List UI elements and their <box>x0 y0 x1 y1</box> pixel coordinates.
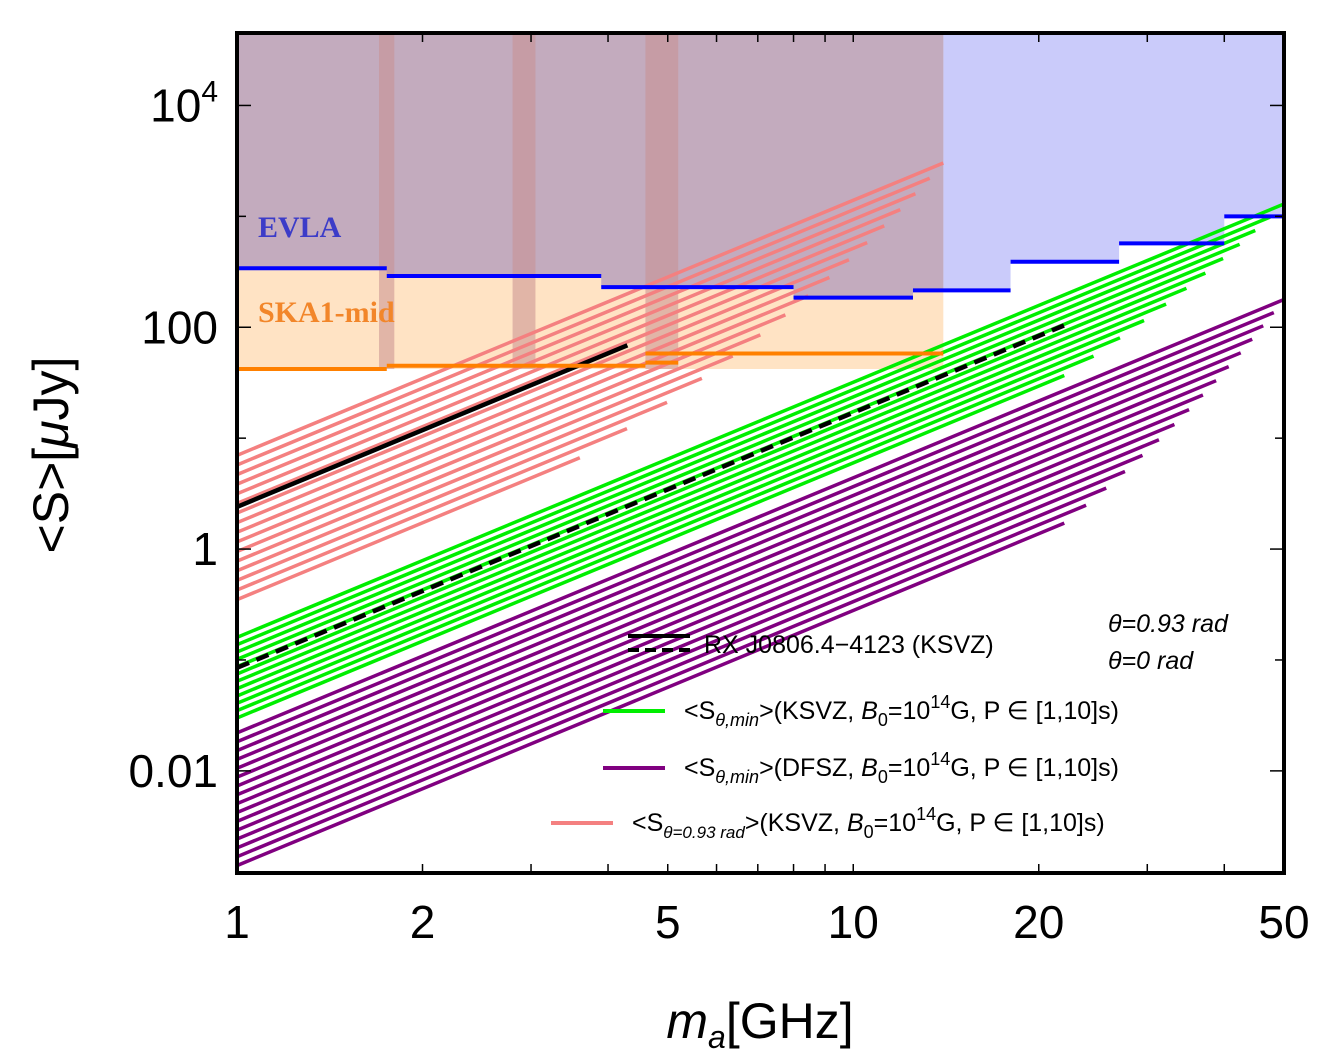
dfsz-min-line-14 <box>237 310 1275 744</box>
dfsz-min-line-2 <box>237 486 1107 850</box>
ksvz-theta093-line-1 <box>237 426 628 592</box>
ksvz-min-line-1 <box>237 354 1095 713</box>
ksvz-theta093-line-4 <box>237 354 734 563</box>
ksvz-min-line-4 <box>237 302 1167 691</box>
overlap-region <box>237 33 944 298</box>
x-tick-label: 10 <box>828 896 879 948</box>
x-tick-label: 2 <box>410 896 436 948</box>
x-tick-label: 5 <box>655 896 681 948</box>
ksvz-theta093-line-5 <box>237 333 762 554</box>
ksvz-theta093-line-9 <box>237 258 850 515</box>
plot-frame <box>235 31 1286 875</box>
ksvz-theta093-line-7 <box>237 294 809 534</box>
dfsz-min-line-15 <box>237 297 1284 735</box>
ksvz-theta093-line-14 <box>237 176 931 467</box>
dfsz-min-line-8 <box>237 393 1204 797</box>
dfsz-min-line-9 <box>237 379 1217 788</box>
ksvz-min-line-10 <box>237 215 1271 647</box>
dfsz-min-line-1 <box>237 503 1087 859</box>
legend-ksvz-theta093-label: <Sθ=0.93 rad>(KSVZ, B0=1014G, P ∈ [1,10]… <box>632 804 1105 842</box>
ksvz-theta093-line-2 <box>237 400 668 583</box>
ksvz-min-line-2 <box>237 336 1121 705</box>
ksvz-min-line-11 <box>237 202 1284 639</box>
legend: RX J0806.4−4123 (KSVZ) θ=0.93 rad θ=0 ra… <box>551 610 1229 842</box>
dfsz-min-line-12 <box>237 337 1253 762</box>
dfsz-min-line-13 <box>237 324 1264 753</box>
dfsz-min-line-6 <box>237 422 1176 815</box>
dfsz-min-line-4 <box>237 453 1144 832</box>
y-tick-label: 1 <box>192 523 218 575</box>
y-tick-label: 104 <box>150 75 218 131</box>
x-tick-label: 1 <box>224 896 250 948</box>
dfsz-min-line-7 <box>237 407 1190 806</box>
y-tick-labels: 104 100 1 0.01 <box>128 75 218 796</box>
ksvz-theta093-line-12 <box>237 208 901 486</box>
x-tick-label: 20 <box>1013 896 1064 948</box>
ksvz-theta093-line-0 <box>237 456 581 602</box>
y-tick-label: 100 <box>141 301 218 353</box>
gap-band-1 <box>512 33 536 370</box>
dfsz-min-line-10 <box>237 365 1230 779</box>
sensitivity-steps <box>237 214 1284 372</box>
ska-label: SKA1-mid <box>258 296 395 329</box>
legend-theta093-note: θ=0.93 rad <box>1108 610 1229 638</box>
ksvz-min-line-9 <box>237 228 1256 654</box>
rxj-theta0-line <box>237 323 1066 670</box>
ksvz-theta093-line-13 <box>237 192 917 477</box>
ksvz-min-line-6 <box>237 271 1207 676</box>
x-tick-label: 50 <box>1258 896 1309 948</box>
legend-rxj-label: RX J0806.4−4123 (KSVZ) <box>704 631 994 659</box>
evla-label: EVLA <box>258 211 342 244</box>
ksvz-min-line-0 <box>237 373 1065 720</box>
ksvz-theta093-line-15 <box>237 161 944 457</box>
y-axis-title: <S>[μJy] <box>23 357 79 554</box>
x-tick-labels: 1 2 5 10 20 50 <box>224 896 1309 948</box>
dfsz-min-line-3 <box>237 469 1126 841</box>
ksvz-min-line-5 <box>237 286 1188 683</box>
ksvz-theta093-line-3 <box>237 376 703 573</box>
ksvz-min-line-8 <box>237 242 1241 661</box>
rxj-theta093-line <box>237 343 629 509</box>
dfsz-min-line-11 <box>237 351 1242 770</box>
x-axis-title: ma[GHz] <box>666 993 853 1055</box>
legend-ksvz-label: <Sθ,min>(KSVZ, B0=1014G, P ∈ [1,10]s) <box>684 692 1119 730</box>
legend-theta0-note: θ=0 rad <box>1108 647 1194 675</box>
ksvz-theta093-line-11 <box>237 224 885 496</box>
ksvz-theta093-line-8 <box>237 275 831 525</box>
y-tick-label: 0.01 <box>128 745 218 797</box>
dfsz-min-line-5 <box>237 438 1160 823</box>
gap-band-0 <box>379 33 395 370</box>
legend-dfsz-label: <Sθ,min>(DFSZ, B0=1014G, P ∈ [1,10]s) <box>684 749 1119 787</box>
ksvz-min-line-3 <box>237 318 1145 698</box>
data-lines <box>237 161 1284 868</box>
dfsz-min-line-0 <box>237 521 1065 868</box>
